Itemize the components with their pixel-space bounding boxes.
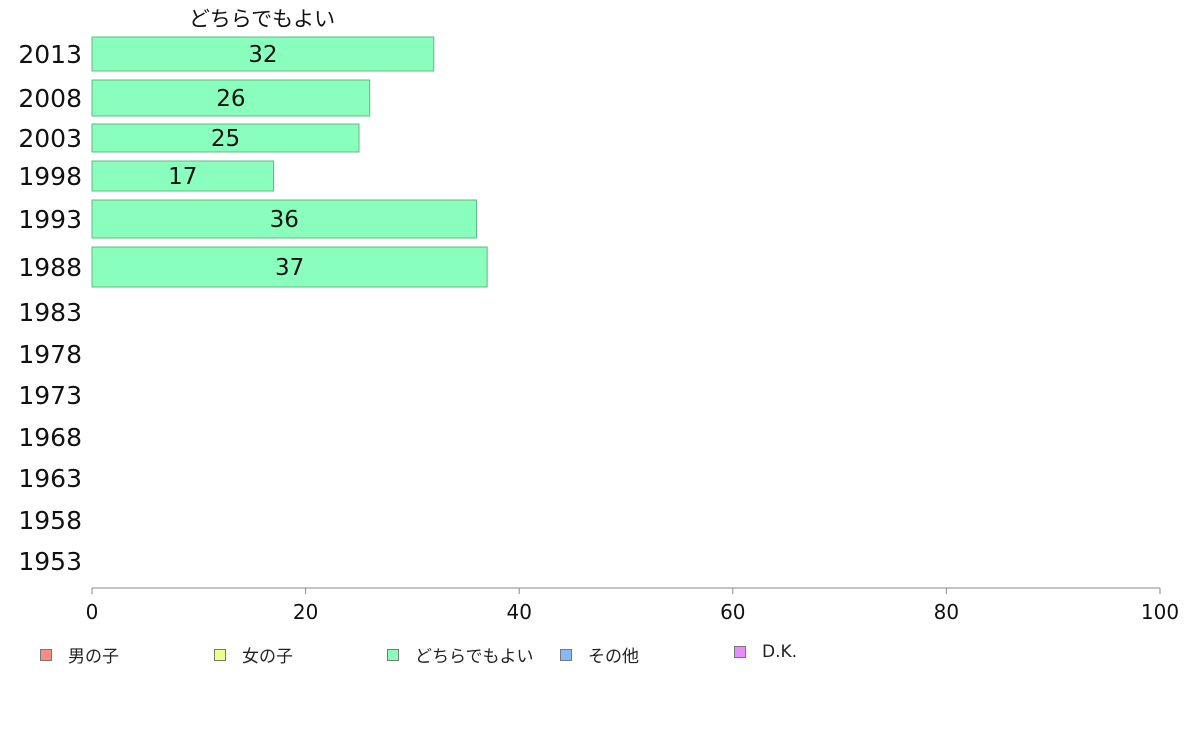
x-tick-label-80: 80 xyxy=(934,600,959,624)
data-label-2008: 26 xyxy=(216,86,245,112)
y-tick-label-2008: 2008 xyxy=(18,84,82,113)
x-tick-label-60: 60 xyxy=(720,600,745,624)
y-tick-label-1953: 1953 xyxy=(18,547,82,576)
legend-item: 男の子 xyxy=(40,642,119,667)
legend-label: 男の子 xyxy=(68,647,119,667)
y-tick-label-1958: 1958 xyxy=(18,506,82,535)
y-tick-label-1988: 1988 xyxy=(18,253,82,282)
x-tick-label-100: 100 xyxy=(1141,600,1179,624)
data-label-2013: 32 xyxy=(248,42,277,68)
chart-title: どちらでもよい xyxy=(189,7,335,31)
bar-2008 xyxy=(91,79,371,117)
bar-1998 xyxy=(91,160,275,192)
y-tick-label-1963: 1963 xyxy=(18,464,82,493)
data-label-1993: 36 xyxy=(270,207,299,233)
y-tick-label-1978: 1978 xyxy=(18,340,82,369)
y-tick-label-1973: 1973 xyxy=(18,381,82,410)
legend-item: 女の子 xyxy=(214,642,293,667)
x-tick-label-0: 0 xyxy=(86,600,99,624)
legend-item: D.K. xyxy=(734,642,797,662)
legend-swatch xyxy=(387,648,399,661)
data-label-1998: 17 xyxy=(168,164,197,190)
y-tick-label-1998: 1998 xyxy=(18,162,82,191)
data-label-1988: 37 xyxy=(275,255,304,281)
bar-1993 xyxy=(91,199,477,239)
y-tick-label-2013: 2013 xyxy=(18,40,82,69)
legend-label: 女の子 xyxy=(242,647,293,667)
bar-2013 xyxy=(91,36,435,72)
x-tick-label-40: 40 xyxy=(506,600,531,624)
legend-swatch xyxy=(214,648,226,661)
y-tick-label-2003: 2003 xyxy=(18,124,82,153)
data-label-2003: 25 xyxy=(211,126,240,152)
legend-swatch xyxy=(560,648,572,661)
legend-swatch xyxy=(40,648,52,661)
y-tick-label-1968: 1968 xyxy=(18,423,82,452)
legend-label: その他 xyxy=(588,647,639,667)
bar-2003 xyxy=(91,123,360,153)
legend-label: D.K. xyxy=(762,642,798,662)
bar-1988 xyxy=(91,246,488,288)
y-tick-label-1993: 1993 xyxy=(18,205,82,234)
legend-swatch xyxy=(734,646,746,658)
legend-label: どちらでもよい xyxy=(415,647,534,667)
legend-item: その他 xyxy=(560,642,639,667)
x-tick-label-20: 20 xyxy=(293,600,318,624)
y-tick-label-1983: 1983 xyxy=(18,298,82,327)
legend-item: どちらでもよい xyxy=(387,642,534,667)
